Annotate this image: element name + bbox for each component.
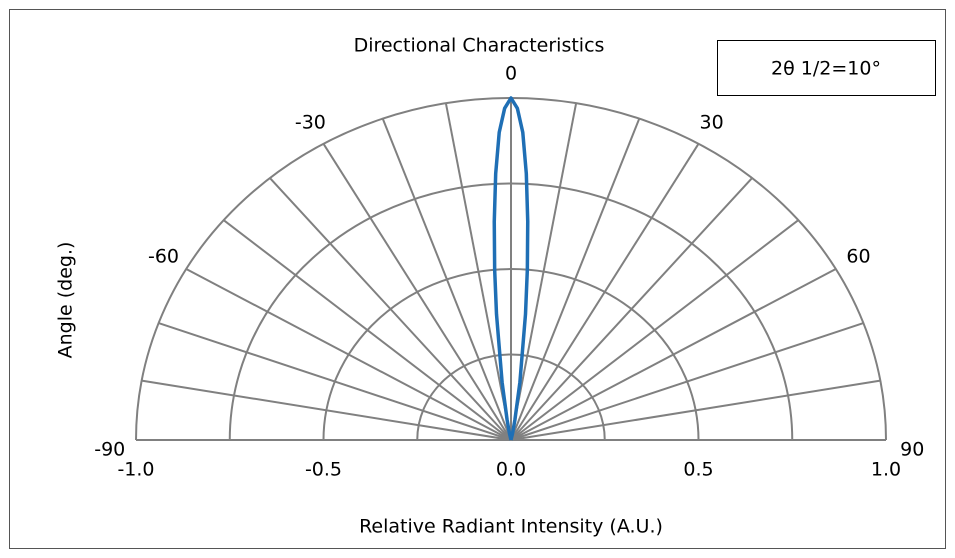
radial-grid	[185, 268, 512, 441]
x-axis-label: Relative Radiant Intensity (A.U.)	[359, 516, 663, 538]
x-tick-label: -1.0	[117, 459, 154, 481]
angle-tick-label: 30	[700, 112, 724, 134]
radial-grid	[510, 103, 578, 441]
chart-title: Directional Characteristics	[354, 35, 605, 57]
radial-grid	[510, 143, 700, 441]
angle-tick-label: 60	[846, 246, 870, 268]
radial-grid	[510, 219, 799, 441]
angle-tick-label: 90	[900, 439, 924, 461]
radial-grid	[223, 219, 512, 441]
y-axis-label: Angle (deg.)	[55, 242, 77, 359]
radial-grid	[510, 118, 641, 441]
radial-grid	[269, 177, 512, 441]
radial-grid	[510, 177, 753, 441]
x-tick-label: 1.0	[871, 459, 901, 481]
radial-grid	[510, 379, 881, 441]
radial-grid	[322, 143, 512, 441]
x-tick-label: 0.0	[496, 459, 526, 481]
x-tick-label: -0.5	[305, 459, 342, 481]
radial-grid	[381, 118, 512, 441]
annotation: 2θ 1/2=10°	[771, 58, 881, 80]
angle-tick-label: 0	[505, 63, 517, 85]
radial-grid	[158, 322, 512, 441]
intensity-curve	[492, 96, 530, 441]
radial-grid	[141, 379, 512, 441]
annotation-box	[717, 40, 936, 96]
x-tick-label: 0.5	[683, 459, 713, 481]
radial-grid	[510, 268, 837, 441]
radial-grid	[510, 322, 864, 441]
angle-tick-label: -90	[94, 439, 125, 461]
radial-grid	[444, 103, 512, 441]
angle-tick-label: -30	[295, 112, 326, 134]
angle-tick-label: -60	[148, 246, 179, 268]
